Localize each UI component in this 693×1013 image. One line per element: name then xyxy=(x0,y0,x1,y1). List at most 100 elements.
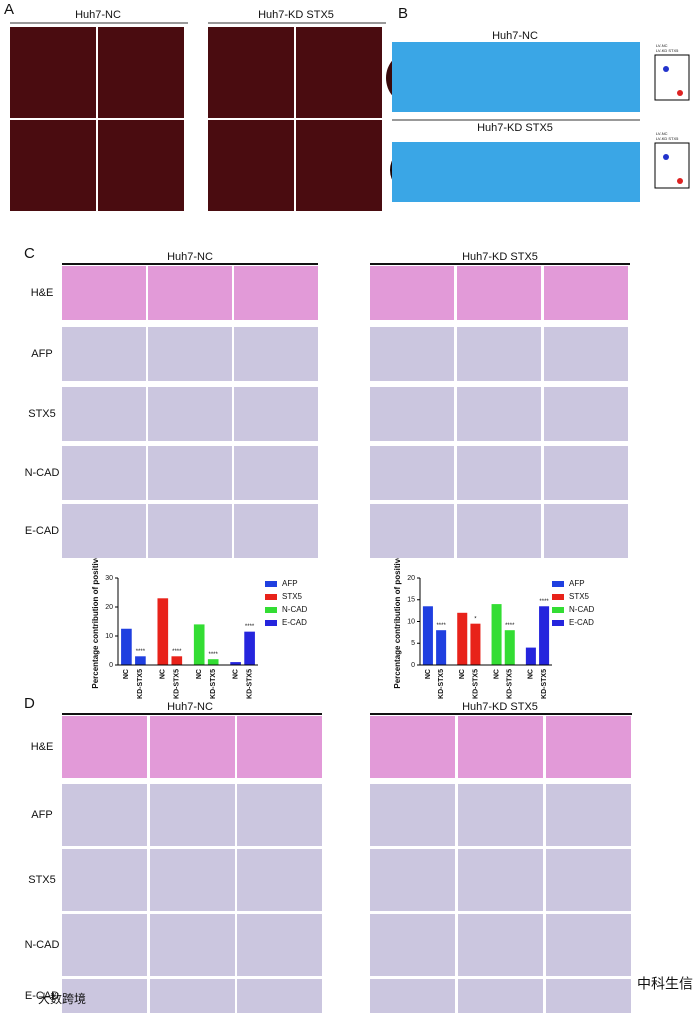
x-tick-label: KD-STX5 xyxy=(174,669,181,699)
x-tick-label: NC xyxy=(425,669,432,679)
x-tick-label: KD-STX5 xyxy=(541,669,548,699)
bar xyxy=(193,624,205,665)
micrograph xyxy=(546,716,631,778)
micrograph xyxy=(237,849,322,911)
group-header: Huh7-KD STX5 xyxy=(258,9,334,21)
group-header: Huh7-NC xyxy=(167,251,213,263)
x-tick-label: NC xyxy=(528,669,535,679)
significance: **** xyxy=(505,623,515,629)
micrograph xyxy=(234,387,318,441)
micrograph xyxy=(370,266,454,320)
micrograph xyxy=(150,979,235,1013)
significance: **** xyxy=(136,649,146,655)
y-tick-label: 20 xyxy=(407,575,415,582)
y-tick-label: 30 xyxy=(105,575,113,582)
group-header: Huh7-KD STX5 xyxy=(462,701,538,713)
row-label: E-CAD xyxy=(25,990,59,1002)
legend-label: N-CAD xyxy=(569,605,595,614)
micrograph xyxy=(458,849,543,911)
micrograph xyxy=(234,266,318,320)
x-tick-label: KD-STX5 xyxy=(137,669,144,699)
x-tick-label: NC xyxy=(196,669,203,679)
panel-letter: B xyxy=(398,5,408,22)
micrograph xyxy=(458,914,543,976)
micrograph xyxy=(62,784,147,846)
photo xyxy=(98,27,184,118)
legend-label: AFP xyxy=(569,579,585,588)
y-axis-label: Percentage contribution of positive xyxy=(91,554,100,689)
legend-label: AFP xyxy=(282,579,298,588)
micrograph xyxy=(234,327,318,381)
legend-label: STX5 xyxy=(569,592,590,601)
micrograph xyxy=(62,266,146,320)
micrograph xyxy=(148,446,232,500)
significance: **** xyxy=(209,652,219,658)
photo xyxy=(392,42,640,112)
row-label: AFP xyxy=(31,809,52,821)
x-tick-label: NC xyxy=(123,669,130,679)
micrograph xyxy=(62,504,146,558)
inset-dot xyxy=(677,90,683,96)
bar xyxy=(491,604,502,665)
micrograph xyxy=(62,914,147,976)
significance: **** xyxy=(436,623,446,629)
micrograph xyxy=(370,849,455,911)
bar xyxy=(422,606,433,665)
legend-label: N-CAD xyxy=(282,605,308,614)
micrograph xyxy=(546,979,631,1013)
row-label: STX5 xyxy=(28,408,56,420)
micrograph xyxy=(544,327,628,381)
panel-letter: A xyxy=(4,1,14,18)
legend-label: E-CAD xyxy=(282,618,307,627)
x-tick-label: NC xyxy=(232,669,239,679)
micrograph xyxy=(458,784,543,846)
micrograph xyxy=(544,446,628,500)
group-header: Huh7-NC xyxy=(492,30,538,42)
row-label: H&E xyxy=(31,741,54,753)
micrograph xyxy=(544,266,628,320)
legend-swatch xyxy=(552,607,564,613)
x-tick-label: KD-STX5 xyxy=(472,669,479,699)
group-header: Huh7-NC xyxy=(167,701,213,713)
micrograph xyxy=(150,784,235,846)
micrograph xyxy=(370,446,454,500)
y-tick-label: 0 xyxy=(411,662,415,669)
bar xyxy=(457,612,468,665)
legend-swatch xyxy=(552,581,564,587)
group-header: Huh7-KD STX5 xyxy=(477,122,553,134)
micrograph xyxy=(546,849,631,911)
micrograph xyxy=(150,716,235,778)
micrograph xyxy=(62,387,146,441)
micrograph xyxy=(457,446,541,500)
significance: * xyxy=(474,616,477,622)
photo xyxy=(10,120,96,211)
micrograph xyxy=(237,914,322,976)
row-label: STX5 xyxy=(28,874,56,886)
legend-label: E-CAD xyxy=(569,618,594,627)
x-tick-label: NC xyxy=(160,669,167,679)
photo xyxy=(296,120,382,211)
row-label: N-CAD xyxy=(25,467,60,479)
photo xyxy=(10,27,96,118)
x-tick-label: NC xyxy=(459,669,466,679)
micrograph xyxy=(457,387,541,441)
micrograph xyxy=(544,387,628,441)
inset-legend: LV-NC xyxy=(656,43,668,48)
micrograph xyxy=(370,387,454,441)
micrograph xyxy=(458,716,543,778)
micrograph xyxy=(234,504,318,558)
y-tick-label: 15 xyxy=(407,597,415,604)
micrograph xyxy=(370,784,455,846)
legend-swatch xyxy=(552,620,564,626)
bar xyxy=(436,630,447,665)
micrograph xyxy=(62,979,147,1013)
micrograph xyxy=(370,914,455,976)
x-tick-label: KD-STX5 xyxy=(438,669,445,699)
micrograph xyxy=(62,716,147,778)
photo xyxy=(392,142,640,202)
significance: **** xyxy=(172,649,182,655)
inset-legend: LV-NC xyxy=(656,131,668,136)
watermark: 中科生信 xyxy=(637,976,693,992)
bar xyxy=(539,606,550,665)
x-tick-label: KD-STX5 xyxy=(507,669,514,699)
